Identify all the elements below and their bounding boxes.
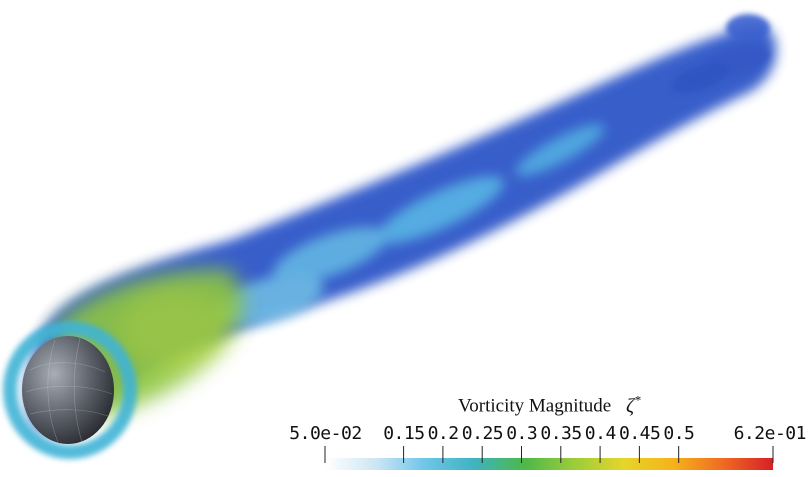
colorbar-tick-label: 0.4 (584, 423, 617, 444)
wake-tail-lobes (671, 14, 770, 94)
sphere-halo (3, 321, 137, 459)
colorbar-title-text: Vorticity Magnitude (458, 395, 612, 417)
colorbar-title: Vorticity Magnitude ζ* (458, 392, 641, 418)
colorbar-ticks (324, 446, 774, 463)
colorbar-tick-label: 0.15 (383, 423, 425, 444)
colorbar-symbol-sup: * (634, 392, 641, 407)
colorbar-tick-label: 0.25 (461, 423, 504, 444)
colorbar-tick-label: 0.45 (618, 423, 661, 444)
sphere-surface-texture (25, 337, 113, 443)
sphere (22, 336, 114, 444)
colorbar (324, 446, 774, 470)
colorbar-tick-label: 0.2 (427, 423, 460, 444)
colorbar-gradient (325, 458, 773, 470)
wake-cyan-streaks (216, 124, 605, 326)
colorbar-tick-label: 5.0e-02 (289, 423, 362, 444)
colorbar-symbol: ζ* (625, 392, 641, 417)
colorbar-tick-label: 6.2e-01 (733, 423, 807, 444)
colorbar-tick-label: 0.5 (663, 423, 695, 444)
colorbar-tick-label: 0.3 (506, 423, 538, 444)
colorbar-symbol-letter: ζ (625, 394, 635, 417)
colorbar-tick-label: 0.35 (540, 423, 582, 444)
